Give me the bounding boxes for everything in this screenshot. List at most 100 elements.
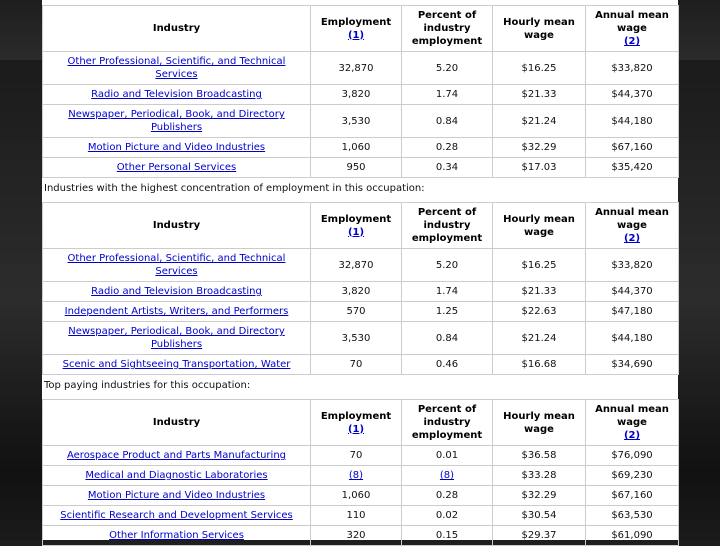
footnote-link[interactable]: (1) [347, 423, 365, 435]
industry-link[interactable]: Radio and Television Broadcasting [91, 89, 262, 100]
header-cell: Employment (1) [310, 202, 402, 249]
data-table: Industry Employment (1) Percent of industry… [42, 5, 679, 178]
content: Industry Employment (1) Percent of industry… [42, 0, 679, 546]
cell: $29.37 [492, 525, 586, 546]
cell: 3,530 [310, 321, 402, 355]
footnote-link[interactable]: (2) [623, 430, 641, 441]
cell: Scientific Research and Development Serv… [42, 505, 311, 526]
cell: $47,180 [585, 301, 679, 322]
footnote-link[interactable]: (2) [623, 36, 641, 47]
cell: 0.34 [401, 157, 493, 178]
cell: $44,370 [585, 84, 679, 105]
data-row: Newspaper, Periodical, Book, and Directo… [42, 104, 679, 138]
data-row: Radio and Television Broadcasting 3,820 1.… [42, 84, 679, 105]
cell: $21.33 [492, 84, 586, 105]
data-table: Industry Employment (1) Percent of industry… [42, 399, 679, 546]
data-row: Scientific Research and Development Serv… [42, 505, 679, 526]
industry-link[interactable]: Aerospace Product and Parts Manufacturin… [66, 450, 287, 461]
header-cell: Industry [42, 202, 311, 249]
header-cell: Hourly mean wage [492, 399, 586, 446]
data-row: Medical and Diagnostic Laboratories (8) (8… [42, 465, 679, 486]
cell: Other Professional, Scientific, and Tech… [42, 51, 311, 85]
data-row: Other Information Services 320 0.15 $29.37 $… [42, 525, 679, 546]
header-cell: Annual mean wage (2) [585, 5, 679, 52]
header-label: Employment [320, 16, 392, 28]
footnote-link[interactable]: (8) [348, 470, 364, 481]
cell: (8) [310, 465, 402, 486]
cell: $67,160 [585, 485, 679, 506]
cell: (8) [401, 465, 493, 486]
industry-link[interactable]: Newspaper, Periodical, Book, and Directo… [68, 326, 285, 350]
header-label: Industry [152, 417, 201, 428]
footnote-link[interactable]: (1) [347, 29, 365, 41]
footnote-link[interactable]: (1) [347, 226, 365, 238]
cell: $76,090 [585, 445, 679, 466]
header-cell: Hourly mean wage [492, 202, 586, 249]
footnote-link[interactable]: (2) [623, 233, 641, 244]
cell: Newspaper, Periodical, Book, and Directo… [42, 104, 311, 138]
industry-link[interactable]: Motion Picture and Video Industries [87, 490, 266, 501]
header-cell: Industry [42, 399, 311, 446]
industry-link[interactable]: Other Information Services [109, 530, 244, 541]
cell: 0.84 [401, 321, 493, 355]
data-row: Motion Picture and Video Industries 1,060… [42, 137, 679, 158]
cell: 1.74 [401, 281, 493, 302]
header-label: Industry [152, 23, 201, 34]
cell: 0.28 [401, 137, 493, 158]
header-cell: Percent of industry employment [401, 399, 493, 446]
data-row: Other Personal Services 950 0.34 $17.03 $35,… [42, 157, 679, 178]
industry-link[interactable]: Motion Picture and Video Industries [87, 142, 266, 153]
cell: $44,180 [585, 104, 679, 138]
header-label: Annual mean wage [595, 404, 669, 428]
cell: $32.29 [492, 137, 586, 158]
industry-link[interactable]: Medical and Diagnostic Laboratories [85, 470, 268, 481]
industry-link[interactable]: Other Personal Services [116, 162, 237, 173]
cell: 950 [310, 157, 402, 178]
industry-link[interactable]: Other Professional, Scientific, and Tech… [67, 253, 286, 277]
header-label: Employment [320, 410, 392, 422]
header-label: Percent of industry employment [411, 404, 483, 441]
cell: Independent Artists, Writers, and Perfor… [42, 301, 311, 322]
cell: 3,820 [310, 84, 402, 105]
header-label: Percent of industry employment [411, 10, 483, 47]
cell: 1.25 [401, 301, 493, 322]
cell: $36.58 [492, 445, 586, 466]
cell: $32.29 [492, 485, 586, 506]
cell: 5.20 [401, 248, 493, 282]
industry-link[interactable]: Scenic and Sightseeing Transportation, W… [62, 359, 291, 370]
data-row: Aerospace Product and Parts Manufacturin… [42, 445, 679, 466]
cell: 70 [310, 445, 402, 466]
footnote-link[interactable]: (8) [439, 470, 455, 481]
industry-link[interactable]: Radio and Television Broadcasting [91, 286, 262, 297]
cell: $67,160 [585, 137, 679, 158]
industry-link[interactable]: Independent Artists, Writers, and Perfor… [64, 306, 289, 317]
cell: $35,420 [585, 157, 679, 178]
cell: Aerospace Product and Parts Manufacturin… [42, 445, 311, 466]
data-row: Other Professional, Scientific, and Tech… [42, 51, 679, 85]
cell: Other Information Services [42, 525, 311, 546]
cell: 3,820 [310, 281, 402, 302]
cell: 1.74 [401, 84, 493, 105]
header-label: Hourly mean wage [503, 410, 575, 435]
caption: Top paying industries for this occupatio… [44, 380, 251, 391]
industry-link[interactable]: Scientific Research and Development Serv… [60, 510, 293, 521]
caption: Industries with the highest concentratio… [44, 183, 425, 194]
data-row: Radio and Television Broadcasting 3,820 1.… [42, 281, 679, 302]
header-cell: Annual mean wage (2) [585, 399, 679, 446]
industry-link[interactable]: Other Professional, Scientific, and Tech… [67, 56, 286, 80]
cell: Other Personal Services [42, 157, 311, 178]
cell: $22.63 [492, 301, 586, 322]
cell: $63,530 [585, 505, 679, 526]
cell: Radio and Television Broadcasting [42, 84, 311, 105]
header-cell: Percent of industry employment [401, 5, 493, 52]
cell: $44,180 [585, 321, 679, 355]
header-label: Hourly mean wage [503, 213, 575, 238]
cell: 70 [310, 354, 402, 375]
cell: 1,060 [310, 485, 402, 506]
cell: $33,820 [585, 51, 679, 85]
cell: 0.15 [401, 525, 493, 546]
header-cell: Employment (1) [310, 5, 402, 52]
industry-link[interactable]: Newspaper, Periodical, Book, and Directo… [68, 109, 285, 133]
cell: $17.03 [492, 157, 586, 178]
